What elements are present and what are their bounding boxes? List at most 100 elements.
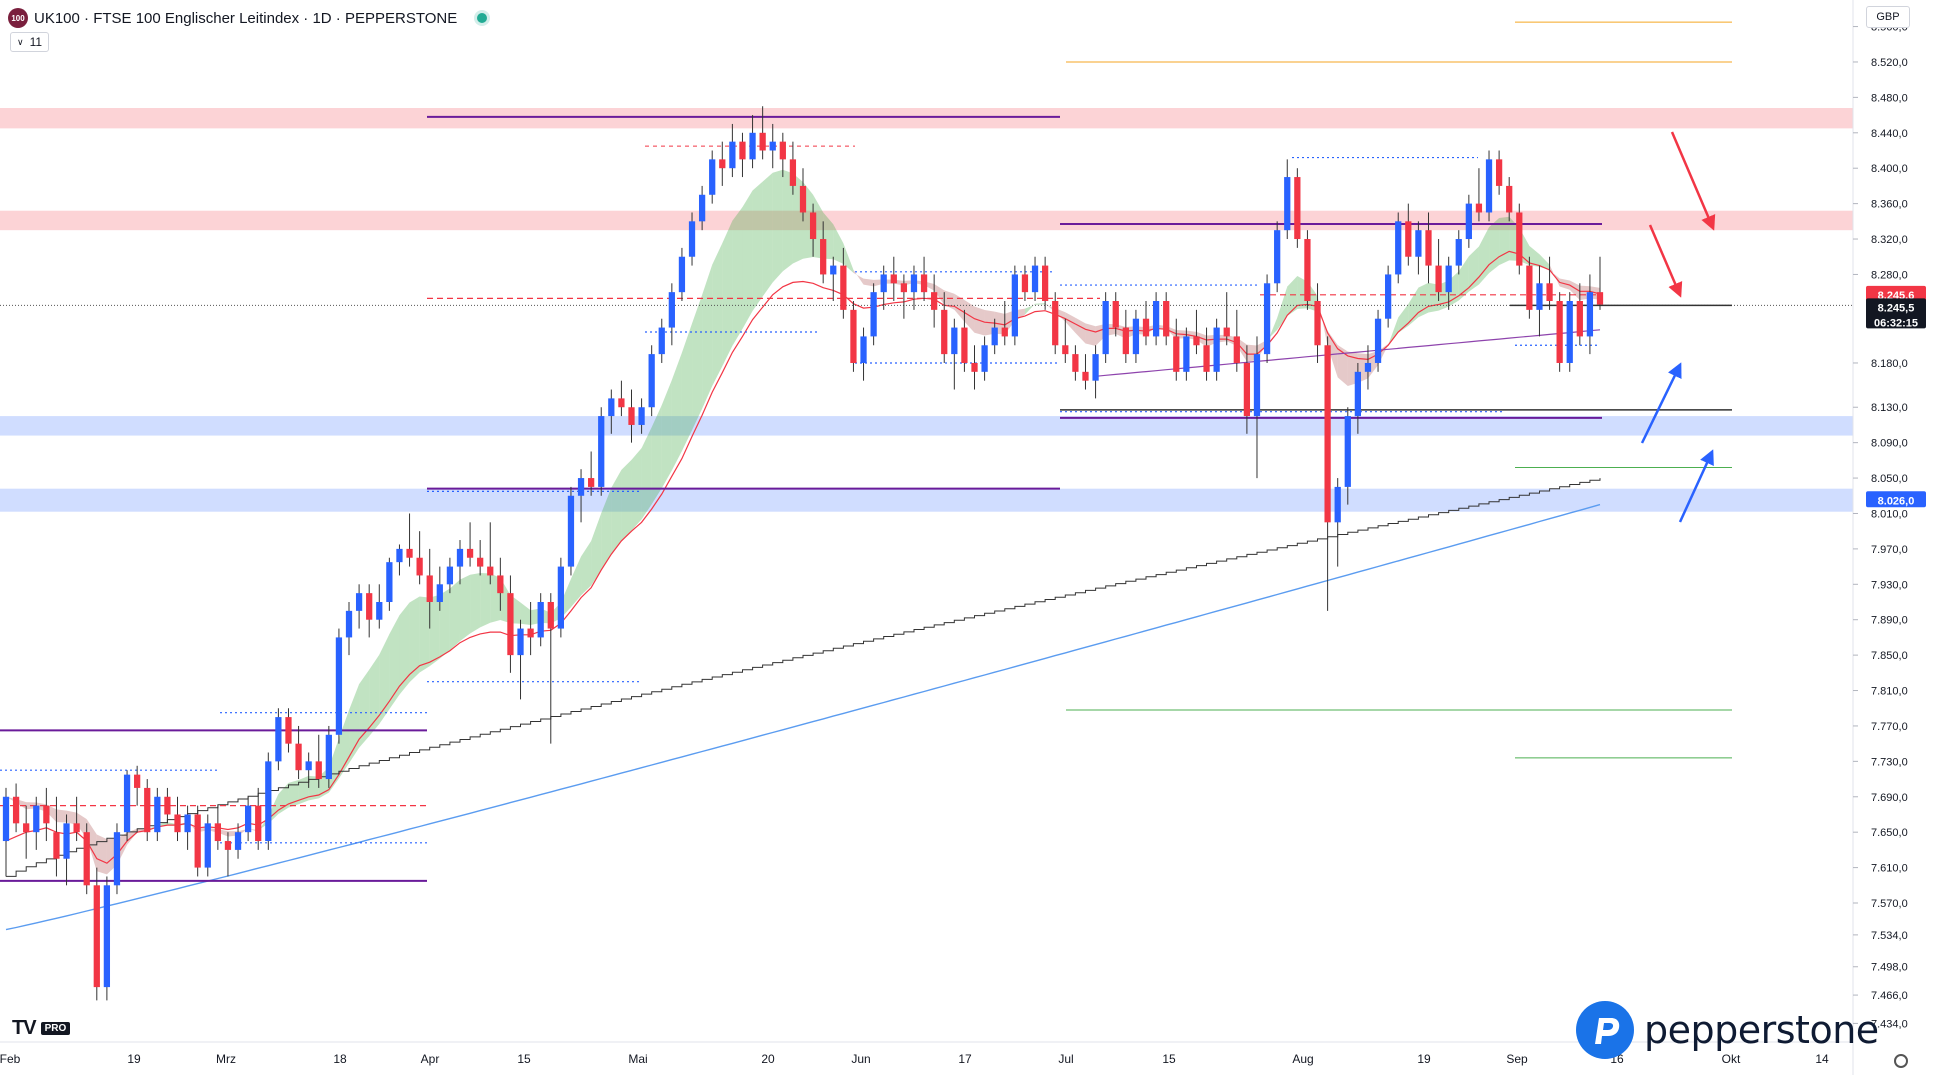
- candle-body: [466, 548, 474, 558]
- candle-body: [1324, 345, 1331, 523]
- tradingview-logo[interactable]: TV PRO: [12, 1017, 71, 1040]
- candle-body: [33, 805, 40, 833]
- candle-body: [1294, 177, 1301, 240]
- ribbon-cloud-segment: [681, 323, 693, 451]
- chevron-down-icon: ∨: [17, 36, 24, 47]
- x-tick-label: Aug: [1292, 1052, 1313, 1066]
- candle-body: [487, 566, 494, 576]
- x-tick-label: 15: [517, 1052, 531, 1066]
- candle-body: [12, 796, 20, 824]
- ribbon-cloud-segment: [409, 596, 420, 683]
- ribbon-cloud-segment: [379, 634, 390, 724]
- ribbon-cloud-segment: [702, 264, 713, 409]
- candle-body: [971, 362, 978, 372]
- candle-body: [931, 292, 938, 310]
- candle-body: [920, 274, 928, 293]
- candle-body: [688, 221, 696, 257]
- candle-body: [1031, 265, 1039, 293]
- pepperstone-p-glyph-icon: [1595, 1018, 1620, 1044]
- candle-body: [1435, 265, 1442, 293]
- candle-body: [981, 345, 988, 372]
- y-tick-label: 8.130,0: [1871, 402, 1908, 414]
- candle-body: [840, 265, 847, 310]
- ribbon-cloud-segment: [76, 812, 87, 839]
- tradingview-pro-badge: PRO: [40, 1022, 71, 1035]
- current-price-tag-text: 06:32:15: [1874, 317, 1918, 329]
- chart-title[interactable]: UK100 · FTSE 100 Englischer Leitindex · …: [34, 9, 458, 27]
- y-tick-label: 7.466,0: [1871, 990, 1908, 1002]
- candle-body: [1263, 283, 1271, 355]
- ribbon-cloud-segment: [772, 169, 783, 283]
- candle-body: [678, 256, 686, 293]
- candle-body: [850, 309, 857, 363]
- candle-body: [23, 823, 30, 833]
- support-level-tag-bg: [1866, 491, 1926, 508]
- candle-body: [517, 628, 524, 656]
- candle-body: [1193, 336, 1200, 346]
- ribbon-cloud-segment: [752, 181, 763, 312]
- x-tick-label: 19: [1417, 1052, 1431, 1066]
- candle-body: [638, 407, 645, 425]
- candle-body: [2, 796, 10, 842]
- candle-body: [275, 717, 282, 762]
- candle-body: [1223, 327, 1230, 337]
- ribbon-cloud-segment: [66, 810, 77, 825]
- indicator-count: 11: [29, 35, 43, 49]
- candle-body: [43, 805, 50, 824]
- currency-label: GBP: [1876, 11, 1900, 23]
- candle-body: [255, 805, 262, 842]
- ribbon-cloud-segment: [591, 513, 602, 586]
- ribbon-cloud-segment: [1035, 303, 1046, 305]
- y-tick-label: 8.520,0: [1871, 57, 1908, 69]
- candle-body: [1415, 230, 1422, 257]
- ribbon-cloud-segment: [661, 380, 672, 489]
- current-price-tag-text: 8.245,5: [1878, 302, 1915, 314]
- symbol-logo-icon: 100: [8, 8, 28, 28]
- candle-body: [1546, 283, 1553, 302]
- candle-body: [134, 774, 141, 788]
- ribbon-cloud-segment: [843, 243, 854, 273]
- candle-body: [174, 814, 181, 833]
- ribbon-cloud-segment: [308, 775, 319, 801]
- candle-body: [1385, 274, 1392, 319]
- y-tick-label: 7.730,0: [1871, 756, 1908, 768]
- indicator-toggle[interactable]: ∨ 11: [10, 32, 50, 52]
- candle-body: [709, 159, 716, 195]
- candle-body: [507, 593, 514, 656]
- ribbon-cloud-segment: [651, 405, 662, 505]
- currency-selector[interactable]: GBP: [1866, 6, 1910, 28]
- candle-body: [315, 761, 322, 780]
- candle-body: [1052, 301, 1059, 346]
- candle-body: [1374, 318, 1382, 363]
- y-tick-label: 7.650,0: [1871, 827, 1908, 839]
- support-level-tag-text: 8.026,0: [1878, 495, 1915, 507]
- candle-body: [668, 292, 675, 328]
- y-tick-label: 8.180,0: [1871, 358, 1908, 370]
- candle-body: [154, 796, 161, 833]
- y-tick-label: 7.534,0: [1871, 930, 1908, 942]
- candle-body: [1183, 336, 1190, 372]
- settings-gear-icon[interactable]: [1894, 1054, 1908, 1068]
- candle-body: [305, 761, 312, 771]
- x-tick-label: Apr: [421, 1052, 440, 1066]
- ribbon-cloud-segment: [692, 294, 703, 431]
- candle-body: [1203, 345, 1210, 372]
- candle-body: [1314, 301, 1321, 346]
- candle-body: [900, 283, 908, 293]
- ribbon-cloud-segment: [449, 579, 460, 651]
- ribbon-cloud-segment: [944, 290, 955, 310]
- candle-body: [608, 398, 615, 417]
- market-open-indicator-icon: [477, 13, 488, 23]
- ribbon-cloud-segment: [1287, 276, 1298, 316]
- bullish-arrow: [1678, 449, 1714, 523]
- candle-body: [809, 212, 817, 240]
- x-tick-label: Feb: [0, 1052, 21, 1066]
- candle-body: [1152, 301, 1160, 337]
- y-tick-label: 7.770,0: [1871, 721, 1908, 733]
- candle-body: [991, 327, 998, 346]
- ribbon-cloud-segment: [601, 487, 612, 571]
- ribbon-cloud-segment: [954, 293, 965, 322]
- candle-body: [1132, 318, 1140, 355]
